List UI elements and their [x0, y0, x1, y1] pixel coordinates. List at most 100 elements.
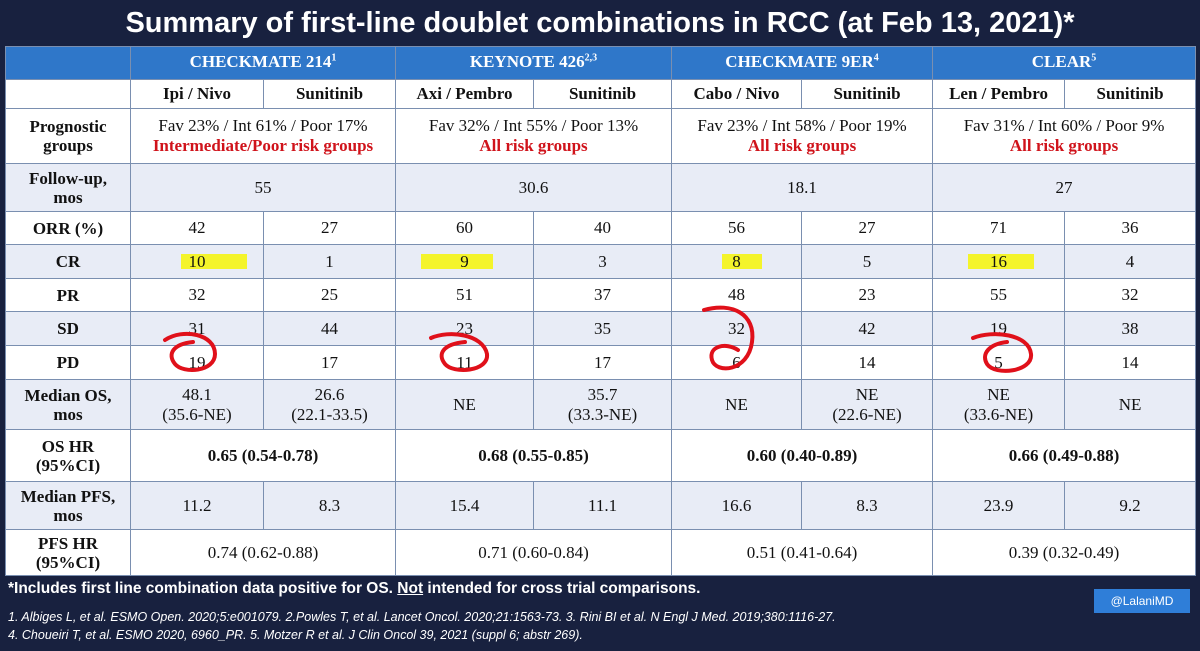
value-cell: NE: [395, 379, 535, 430]
yellow-highlight: [181, 253, 247, 269]
value-cell-highlighted: 9: [395, 244, 535, 279]
value-cell-circled: 11: [395, 332, 535, 380]
arm-label: Sunitinib: [801, 79, 934, 109]
row-label: Follow-up, mos: [5, 163, 131, 212]
row-label: PFS HR (95%CI): [5, 529, 131, 576]
trial-header-row: CHECKMATE 2141 KEYNOTE 4262,3 CHECKMATE …: [5, 46, 1197, 80]
arm-label: Sunitinib: [262, 79, 397, 109]
hazard-ratio-cell: 0.65 (0.54-0.78): [129, 429, 397, 482]
prognostic-cell: Fav 31% / Int 60% / Poor 9% All risk grou…: [932, 108, 1197, 164]
value-cell: 32: [671, 311, 803, 346]
value-cell: 8.3: [801, 481, 934, 530]
value-cell: 17: [533, 345, 673, 380]
value-cell: 48.1 (35.6-NE): [130, 379, 264, 430]
value-cell: 4: [1064, 244, 1197, 279]
hazard-ratio-cell: 0.68 (0.55-0.85): [395, 429, 673, 482]
value-cell: 19: [932, 311, 1066, 346]
value-cell: NE (33.6-NE): [932, 379, 1066, 430]
row-label: PR: [5, 278, 131, 312]
value-cell: NE (22.6-NE): [801, 379, 934, 430]
row-label: OS HR (95%CI): [5, 429, 131, 482]
value-cell: 23: [801, 278, 934, 312]
value-cell: 11.1: [533, 481, 673, 530]
value-cell: NE: [1064, 379, 1197, 430]
references: 1. Albiges L, et al. ESMO Open. 2020;5:e…: [8, 608, 836, 644]
value-cell: 11.2: [130, 481, 264, 530]
os-hr-row: OS HR (95%CI) 0.65 (0.54-0.78) 0.68 (0.55…: [5, 429, 1197, 482]
value-cell: 32: [1064, 278, 1197, 312]
value-cell: 1: [262, 244, 397, 279]
row-label: Median OS, mos: [5, 379, 131, 430]
trial-name: CLEAR5: [932, 46, 1197, 80]
value-cell: 31: [130, 311, 264, 346]
prognostic-cell: Fav 32% / Int 55% / Poor 13% All risk gro…: [395, 108, 673, 164]
value-cell-circled: 6: [671, 305, 803, 380]
hazard-ratio-cell: 0.39 (0.32-0.49): [932, 529, 1197, 576]
orr-row: ORR (%) 42 27 60 40 56 27 71 36: [5, 211, 1197, 245]
trial-name: CHECKMATE 2141: [129, 46, 397, 80]
footnote: *Includes first line combination data po…: [8, 580, 701, 597]
risk-label: All risk groups: [479, 136, 588, 155]
arm-label: Sunitinib: [533, 79, 673, 109]
value-cell: NE: [671, 379, 803, 430]
value-cell: 15.4: [395, 481, 535, 530]
value-cell: 35: [533, 311, 673, 346]
arm-label: Len / Pembro: [932, 79, 1066, 109]
median-pfs-row: Median PFS, mos 11.2 8.3 15.4 11.1 16.6 8…: [5, 481, 1197, 530]
value-cell-circled: 19: [130, 331, 264, 380]
risk-label: Intermediate/Poor risk groups: [152, 136, 374, 155]
value-cell: 71: [932, 211, 1066, 245]
median-os-row: Median OS, mos 48.1 (35.6-NE) 26.6 (22.1-33…: [5, 379, 1197, 430]
row-label: ORR (%): [5, 211, 131, 245]
value-cell: 38: [1064, 311, 1197, 346]
hazard-ratio-cell: 0.51 (0.41-0.64): [671, 529, 934, 576]
followup-row: Follow-up, mos 55 30.6 18.1 27: [5, 163, 1197, 212]
value-cell-circled: 5: [932, 332, 1066, 380]
value-cell-highlighted: 16: [932, 244, 1066, 279]
value-cell: 35.7 (33.3-NE): [533, 379, 673, 430]
value-cell: 51: [395, 278, 535, 312]
prognostic-row: Prognostic groups Fav 23% / Int 61% / Poo…: [5, 108, 1197, 164]
reference-line: 4. Choueiri T, et al. ESMO 2020, 6960_PR…: [8, 628, 583, 642]
value-cell: 8.3: [262, 481, 397, 530]
row-label: SD: [5, 311, 131, 346]
row-label: Median PFS, mos: [5, 481, 131, 530]
value-cell: 42: [130, 211, 264, 245]
value-cell-highlighted: 8: [671, 244, 803, 279]
hazard-ratio-cell: 0.60 (0.40-0.89): [671, 429, 934, 482]
value-cell: 36: [1064, 211, 1197, 245]
row-label: CR: [5, 244, 131, 279]
value-cell: 26.6 (22.1-33.5): [262, 379, 397, 430]
value-cell-highlighted: 10: [130, 244, 264, 279]
value-cell: 44: [262, 311, 397, 346]
arm-label: Ipi / Nivo: [130, 79, 264, 109]
value-cell: 42: [801, 311, 934, 346]
prognostic-cell: Fav 23% / Int 61% / Poor 17% Intermediate…: [129, 108, 397, 164]
value-cell: 56: [671, 211, 803, 245]
slide-title: Summary of first-line doublet combinatio…: [125, 7, 1075, 39]
followup-cell: 27: [932, 163, 1197, 212]
value-cell: 14: [1064, 345, 1197, 380]
prognostic-cell: Fav 23% / Int 58% / Poor 19% All risk gro…: [671, 108, 934, 164]
value-cell: 27: [801, 211, 934, 245]
pr-row: PR 32 25 51 37 48 23 55 32: [5, 278, 1197, 312]
arm-label: Axi / Pembro: [395, 79, 535, 109]
value-cell: 3: [533, 244, 673, 279]
twitter-handle-badge: @LalaniMD: [1094, 589, 1190, 613]
reference-line: 1. Albiges L, et al. ESMO Open. 2020;5:e…: [8, 610, 836, 624]
value-cell: 48: [671, 278, 803, 312]
value-cell: 37: [533, 278, 673, 312]
yellow-highlight: [968, 253, 1035, 269]
sd-row: SD 31 44 23 35 32 42 19 38: [5, 311, 1197, 346]
followup-cell: 18.1: [671, 163, 934, 212]
value-cell: 23.9: [932, 481, 1066, 530]
hazard-ratio-cell: 0.74 (0.62-0.88): [129, 529, 397, 576]
summary-table: CHECKMATE 2141 KEYNOTE 4262,3 CHECKMATE …: [5, 46, 1197, 576]
value-cell: 40: [533, 211, 673, 245]
followup-cell: 30.6: [395, 163, 673, 212]
trial-name: KEYNOTE 4262,3: [395, 46, 673, 80]
row-label: Prognostic groups: [5, 108, 131, 164]
hazard-ratio-cell: 0.71 (0.60-0.84): [395, 529, 673, 576]
value-cell: 23: [395, 311, 535, 346]
arm-label: Sunitinib: [1064, 79, 1197, 109]
